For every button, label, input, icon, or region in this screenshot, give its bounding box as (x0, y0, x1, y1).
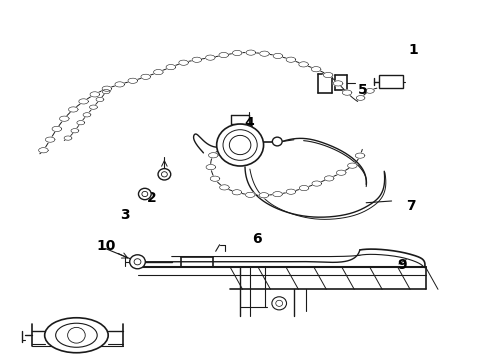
Circle shape (223, 130, 257, 160)
Polygon shape (333, 81, 343, 86)
Polygon shape (260, 51, 270, 56)
Text: 9: 9 (397, 258, 407, 272)
Polygon shape (90, 105, 98, 109)
Polygon shape (323, 72, 333, 78)
Circle shape (68, 327, 85, 343)
Polygon shape (69, 107, 78, 112)
Polygon shape (219, 53, 228, 58)
Polygon shape (90, 92, 99, 97)
Polygon shape (206, 55, 215, 60)
Circle shape (142, 192, 148, 197)
Polygon shape (299, 62, 308, 67)
Polygon shape (273, 53, 283, 59)
Polygon shape (79, 99, 88, 104)
Polygon shape (115, 82, 124, 87)
Circle shape (130, 255, 146, 269)
Text: 3: 3 (121, 208, 130, 222)
Text: 6: 6 (252, 232, 262, 246)
Text: 2: 2 (147, 192, 157, 205)
Text: 4: 4 (244, 116, 254, 130)
Ellipse shape (45, 318, 108, 353)
Circle shape (139, 188, 151, 200)
Circle shape (276, 300, 283, 306)
Polygon shape (96, 97, 104, 102)
Polygon shape (355, 153, 365, 158)
Polygon shape (83, 113, 91, 117)
Polygon shape (366, 89, 374, 93)
Text: 8: 8 (68, 336, 78, 350)
Polygon shape (46, 137, 55, 142)
Polygon shape (259, 193, 269, 198)
Polygon shape (166, 64, 175, 70)
Polygon shape (232, 190, 242, 195)
Circle shape (229, 135, 251, 155)
Polygon shape (312, 181, 321, 186)
Polygon shape (273, 192, 282, 197)
Polygon shape (356, 95, 365, 100)
Polygon shape (77, 121, 85, 125)
Polygon shape (71, 129, 79, 133)
Polygon shape (232, 50, 242, 55)
Polygon shape (299, 185, 309, 191)
Polygon shape (324, 176, 334, 181)
Polygon shape (128, 78, 138, 84)
Polygon shape (52, 126, 62, 131)
Circle shape (217, 124, 264, 166)
Polygon shape (312, 67, 321, 72)
Polygon shape (246, 50, 256, 55)
Polygon shape (102, 86, 112, 91)
Polygon shape (286, 57, 296, 62)
Polygon shape (286, 189, 296, 194)
Polygon shape (102, 90, 110, 94)
Ellipse shape (56, 323, 97, 347)
Polygon shape (64, 136, 72, 140)
Polygon shape (210, 176, 220, 181)
Polygon shape (348, 163, 357, 168)
Polygon shape (220, 185, 229, 190)
Polygon shape (179, 60, 188, 65)
Polygon shape (343, 90, 352, 95)
Bar (379, 76, 403, 88)
Circle shape (272, 137, 282, 146)
Circle shape (161, 172, 167, 177)
Polygon shape (192, 57, 202, 62)
Text: 1: 1 (409, 43, 418, 57)
Text: 10: 10 (96, 239, 116, 253)
Polygon shape (337, 170, 346, 175)
Circle shape (134, 259, 141, 265)
Circle shape (272, 297, 287, 310)
Polygon shape (206, 165, 216, 170)
Text: 5: 5 (357, 84, 367, 97)
Polygon shape (39, 148, 48, 153)
Polygon shape (245, 192, 255, 198)
Polygon shape (154, 69, 163, 75)
Circle shape (158, 168, 171, 180)
Polygon shape (141, 74, 150, 80)
Polygon shape (60, 116, 69, 121)
Text: 7: 7 (406, 199, 416, 213)
Polygon shape (209, 153, 218, 158)
